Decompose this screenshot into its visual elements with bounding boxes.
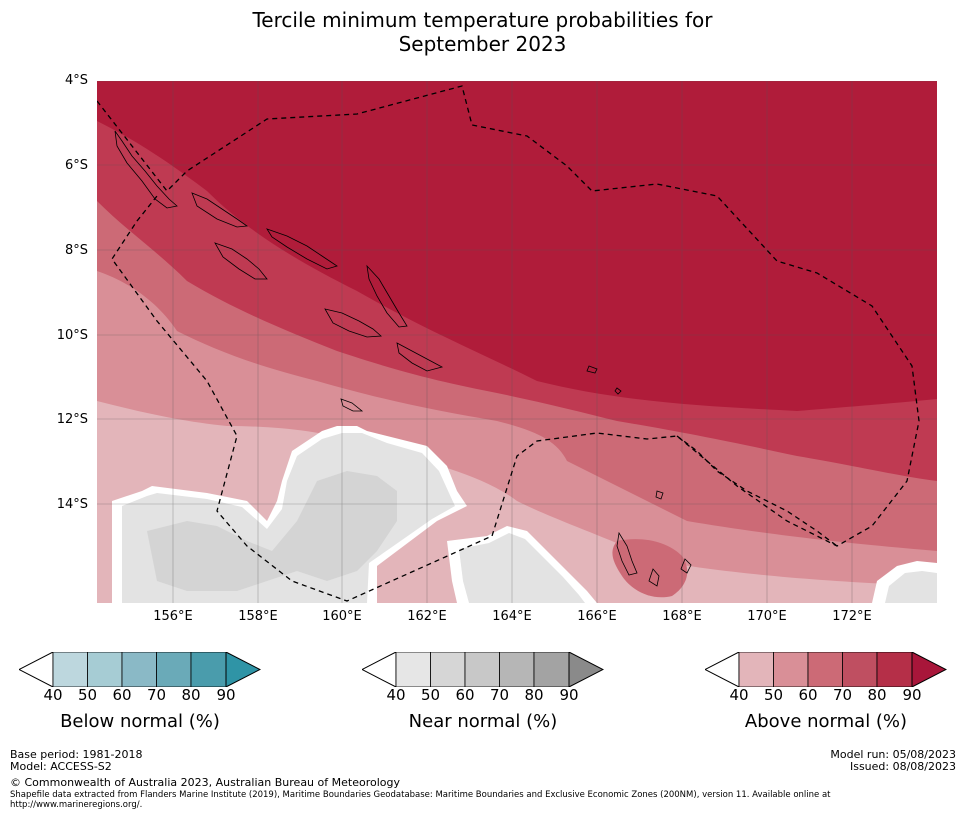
lon-label-160e: 160°E	[322, 609, 362, 624]
title-line-2: September 2023	[398, 32, 567, 56]
colorbar-near-70-80	[499, 652, 535, 687]
colorbar-near-under	[362, 652, 397, 687]
island-new-georgia	[214, 242, 268, 280]
tick-label: 70	[489, 686, 510, 704]
lon-label-164e: 164°E	[492, 609, 532, 624]
colorbar-below-over	[225, 652, 261, 687]
colorbar-below-80-90	[190, 652, 227, 687]
tick-label: 50	[420, 686, 441, 704]
footer-shapefile-line-2: http://www.marineregions.org/.	[10, 800, 143, 810]
colorbar-near-over	[568, 652, 604, 687]
colorbar-below-70-80	[156, 652, 192, 687]
colorbar-above-over	[911, 652, 947, 687]
island-santa-cruz	[614, 387, 622, 395]
tick-label: 60	[455, 686, 475, 704]
island-choiseul	[191, 192, 249, 228]
footer-shapefile-line-1: Shapefile data extracted from Flanders M…	[10, 790, 831, 800]
lat-label-6s: 6°S	[64, 158, 88, 173]
footer-model-run: Model run: 05/08/2023	[830, 748, 956, 761]
lat-label-8s: 8°S	[64, 243, 88, 258]
colorbar-above-title: Above normal (%)	[744, 711, 908, 732]
tick-label: 40	[43, 686, 63, 704]
colorbar-below-50-60	[87, 652, 123, 687]
island-banks	[655, 490, 664, 500]
tick-label: 70	[146, 686, 167, 704]
map-svg	[97, 81, 937, 603]
tick-label: 90	[559, 686, 579, 704]
coastlines	[114, 130, 692, 587]
island-torres	[586, 365, 598, 374]
colorbar-above-under	[705, 652, 740, 687]
tick-label: 80	[867, 686, 887, 704]
region-near-darker-west	[147, 471, 397, 591]
tick-label: 40	[729, 686, 749, 704]
title-line-1: Tercile minimum temperature probabilitie…	[252, 8, 713, 32]
colorbar-near-50-60	[430, 652, 466, 687]
tick-label: 90	[216, 686, 236, 704]
colorbar-below-title: Below normal (%)	[60, 711, 220, 732]
tick-label: 50	[77, 686, 98, 704]
lon-label-166e: 166°E	[577, 609, 617, 624]
island-santo	[616, 531, 638, 576]
region-near-grey-far-east	[885, 571, 937, 603]
tick-label: 60	[798, 686, 818, 704]
map-panel	[97, 81, 937, 603]
footer-copyright: © Commonwealth of Australia 2023, Austra…	[10, 776, 400, 789]
colorbar-above-40-50	[738, 652, 774, 687]
colorbar-below	[19, 652, 261, 687]
colorbar-above-50-60	[773, 652, 809, 687]
island-santa-isabel	[266, 228, 338, 270]
colorbar-above-70-80	[842, 652, 878, 687]
lon-label-156e: 156°E	[153, 609, 193, 624]
colorbar-near	[362, 652, 604, 687]
tick-label: 80	[181, 686, 201, 704]
tick-label: 80	[524, 686, 544, 704]
colorbar-above-80-90	[876, 652, 913, 687]
colorbar-near-80-90	[533, 652, 570, 687]
colorbar-below-40-50	[52, 652, 88, 687]
lat-label-10s: 10°S	[56, 328, 88, 343]
grid-lines	[97, 81, 937, 603]
colorbar-below-60-70	[121, 652, 157, 687]
colorbar-near-40-50	[395, 652, 431, 687]
island-guadalcanal	[324, 308, 382, 338]
island-bougainville	[114, 130, 178, 209]
colorbar-below-under	[19, 652, 54, 687]
eez-solomon-islands	[97, 85, 920, 602]
island-malekula	[648, 568, 660, 587]
footer-base-period: Base period: 1981-2018	[10, 748, 143, 761]
footer-issued: Issued: 08/08/2023	[849, 760, 956, 773]
lon-label-172e: 172°E	[832, 609, 872, 624]
lat-label-14s: 14°S	[56, 497, 88, 512]
tick-label: 50	[763, 686, 784, 704]
colorbar-above	[705, 652, 947, 687]
island-efate	[680, 558, 692, 574]
colorbar-above-60-70	[807, 652, 843, 687]
region-near-grey-east	[459, 533, 585, 603]
eez-boundaries	[97, 85, 920, 602]
lon-label-168e: 168°E	[662, 609, 702, 624]
colorbar-near-title: Near normal (%)	[408, 711, 558, 732]
island-rennell	[340, 398, 364, 412]
lat-label-12s: 12°S	[56, 412, 88, 427]
tick-label: 70	[832, 686, 853, 704]
tick-label: 40	[386, 686, 406, 704]
lon-label-170e: 170°E	[747, 609, 787, 624]
tick-label: 90	[902, 686, 922, 704]
tick-label: 60	[112, 686, 132, 704]
colorbar-near-60-70	[464, 652, 500, 687]
lon-label-162e: 162°E	[407, 609, 447, 624]
footer-model: Model: ACCESS-S2	[10, 760, 112, 773]
lon-label-158e: 158°E	[238, 609, 278, 624]
island-malaita	[366, 264, 408, 328]
lat-label-4s: 4°S	[64, 73, 88, 88]
island-makira	[396, 342, 444, 372]
region-above-70-vanuatu	[612, 539, 688, 598]
chart-title: Tercile minimum temperature probabilitie…	[0, 8, 965, 56]
